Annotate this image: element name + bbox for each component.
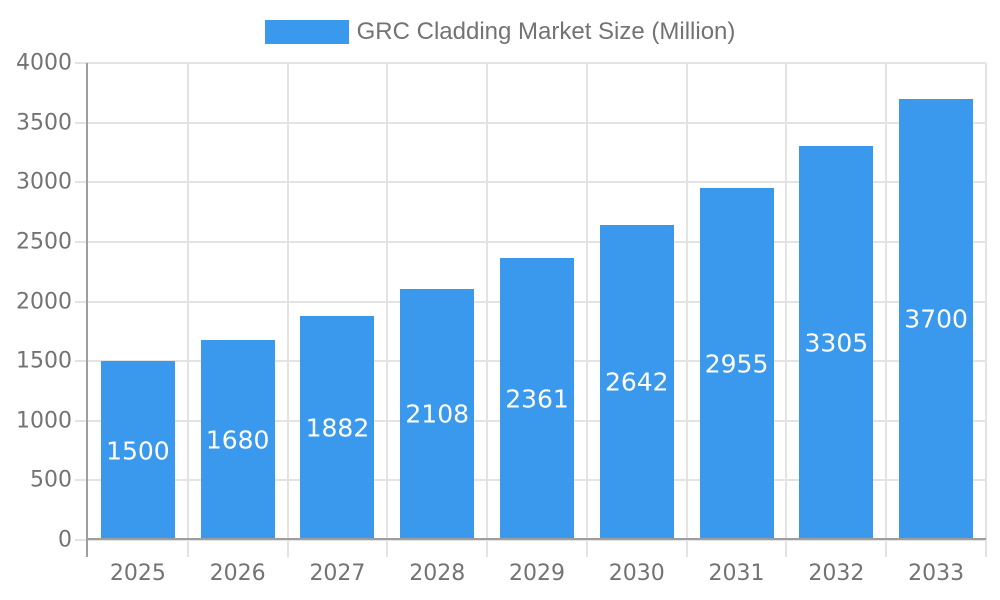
y-tick-label: 2500 bbox=[16, 229, 72, 255]
x-tick-label: 2028 bbox=[409, 561, 466, 586]
x-tick-label: 2030 bbox=[608, 561, 665, 586]
x-tick-label: 2032 bbox=[808, 561, 865, 586]
y-tick-label: 3500 bbox=[16, 110, 72, 136]
y-tick-label: 0 bbox=[58, 527, 72, 553]
y-tick-label: 3000 bbox=[16, 169, 72, 195]
x-gridline bbox=[785, 63, 788, 557]
legend-swatch-icon bbox=[264, 20, 349, 44]
x-gridline bbox=[585, 63, 588, 557]
x-tick-label: 2033 bbox=[908, 561, 965, 586]
legend[interactable]: GRC Cladding Market Size (Million) bbox=[0, 19, 1000, 45]
bar-value-label: 3700 bbox=[904, 304, 968, 334]
y-gridline bbox=[75, 539, 986, 541]
x-tick-label: 2029 bbox=[509, 561, 565, 586]
bar bbox=[599, 224, 674, 540]
y-axis-line bbox=[86, 63, 88, 557]
y-tick-label: 1000 bbox=[16, 408, 72, 434]
y-tick-label: 2000 bbox=[16, 289, 72, 314]
bar-value-label: 1680 bbox=[205, 425, 270, 455]
bar bbox=[200, 339, 275, 540]
y-gridline bbox=[75, 181, 986, 184]
y-tick-label: 4000 bbox=[16, 50, 72, 76]
x-gridline bbox=[985, 63, 987, 557]
y-gridline bbox=[75, 240, 986, 243]
bar-value-label: 1882 bbox=[305, 413, 370, 443]
x-tick-label: 2025 bbox=[109, 561, 166, 586]
x-gridline bbox=[685, 63, 688, 557]
x-tick-label: 2027 bbox=[309, 561, 366, 586]
bar-value-label: 2955 bbox=[704, 349, 769, 379]
x-tick-label: 2031 bbox=[708, 561, 765, 586]
plot-area: 0 500 1000 1500 2000 2500 3000 3500 4000 1500 2025… bbox=[16, 51, 987, 586]
x-tick-label: 2026 bbox=[209, 561, 266, 586]
bar-value-label: 1500 bbox=[106, 436, 170, 466]
y-tick-label: 1500 bbox=[16, 348, 72, 374]
bar bbox=[699, 187, 774, 540]
bar bbox=[799, 145, 874, 540]
legend-label: GRC Cladding Market Size (Million) bbox=[356, 18, 736, 45]
y-tick-label: 500 bbox=[30, 467, 72, 493]
bar bbox=[899, 98, 974, 540]
bar-value-label: 3305 bbox=[804, 328, 869, 358]
x-gridline bbox=[885, 63, 888, 557]
x-gridline bbox=[386, 63, 389, 557]
bar-value-label: 2108 bbox=[405, 399, 470, 429]
bar bbox=[100, 361, 175, 540]
bar bbox=[400, 288, 475, 540]
x-axis-line bbox=[88, 538, 986, 540]
bar-value-label: 2361 bbox=[505, 384, 569, 414]
x-gridline bbox=[486, 63, 489, 557]
y-gridline bbox=[75, 121, 986, 124]
bar bbox=[300, 315, 375, 540]
x-gridline bbox=[286, 63, 289, 557]
x-gridline bbox=[186, 63, 189, 557]
bar bbox=[500, 258, 574, 540]
y-gridline bbox=[75, 62, 986, 64]
bar-value-label: 2642 bbox=[604, 367, 669, 397]
